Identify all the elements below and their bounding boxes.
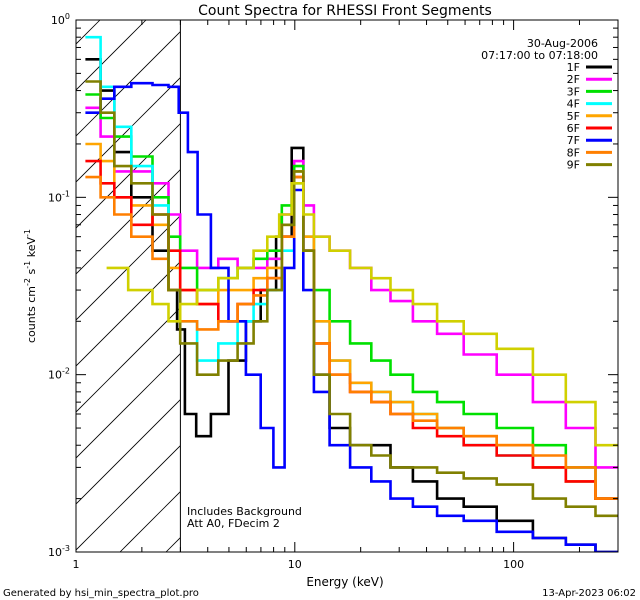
hatch-line — [76, 215, 181, 321]
legend-label-4F: 4F — [567, 98, 580, 111]
y-axis-label: counts cm-2 s-1 keV-1 — [23, 229, 38, 343]
series-group — [85, 35, 618, 552]
hatch-line — [76, 399, 181, 505]
legend-label-9F: 9F — [567, 159, 580, 172]
y-tick-label: 10-1 — [48, 189, 70, 204]
hatch-line — [76, 445, 181, 551]
legend-label-3F: 3F — [567, 85, 580, 98]
legend-date: 30-Aug-2006 — [527, 37, 598, 50]
series-line-7F — [85, 81, 618, 552]
x-tick-label: 100 — [503, 558, 524, 571]
hatch-line — [76, 261, 181, 367]
series-line-9F — [85, 80, 618, 518]
series-line-8F — [85, 175, 618, 500]
legend-label-7F: 7F — [567, 134, 580, 147]
series-line-yellow-trace — [106, 182, 618, 447]
annotation-attenuator: Att A0, FDecim 2 — [187, 517, 280, 530]
legend-label-1F: 1F — [567, 61, 580, 74]
axis-ticks: 1 10 100 100 10-1 10-2 10-3 — [48, 12, 619, 571]
x-tick-label: 1 — [73, 558, 80, 571]
chart-title: Count Spectra for RHESSI Front Segments — [198, 3, 492, 19]
x-axis-label: Energy (keV) — [306, 575, 383, 589]
legend-label-8F: 8F — [567, 146, 580, 159]
attenuator-hatch-region — [76, 20, 181, 552]
footer-timestamp: 13-Apr-2023 06:02 — [542, 588, 636, 599]
annotation-background: Includes Background — [187, 505, 302, 518]
x-tick-label: 10 — [288, 558, 302, 571]
legend: 30-Aug-2006 07:17:00 to 07:18:00 1F2F3F4… — [481, 37, 612, 172]
plot-frame — [75, 19, 619, 553]
footer-generated-by: Generated by hsi_min_spectra_plot.pro — [3, 588, 199, 599]
y-tick-label: 100 — [51, 12, 70, 27]
legend-label-6F: 6F — [567, 122, 580, 135]
hatch-lines — [76, 20, 181, 552]
legend-label-2F: 2F — [567, 73, 580, 86]
hatch-line — [76, 77, 181, 183]
legend-label-5F: 5F — [567, 110, 580, 123]
legend-time-range: 07:17:00 to 07:18:00 — [481, 49, 598, 62]
hatch-line — [76, 31, 181, 137]
y-tick-label: 10-2 — [48, 367, 70, 382]
y-tick-label: 10-3 — [48, 544, 70, 559]
series-line-3F — [85, 93, 618, 500]
